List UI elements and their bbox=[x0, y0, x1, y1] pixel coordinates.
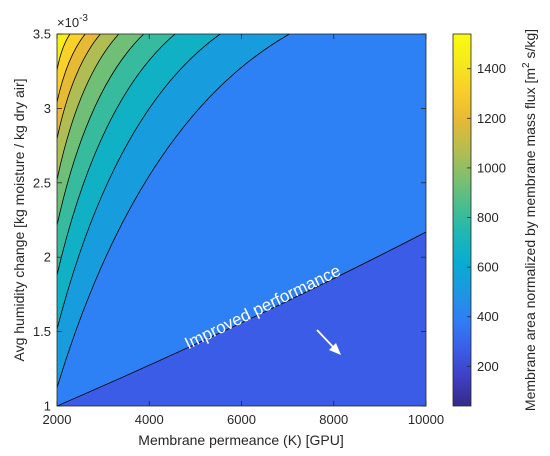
colorbar-tick-label: 1400 bbox=[477, 61, 506, 76]
contour-region bbox=[57, 34, 426, 406]
y-tick-label: 2 bbox=[44, 250, 51, 265]
colorbar bbox=[452, 33, 472, 407]
contour-line bbox=[57, 34, 101, 139]
y-tick-label: 2.5 bbox=[33, 175, 51, 190]
contour-lines bbox=[57, 34, 426, 406]
contour-line bbox=[57, 34, 290, 388]
colorbar-tick-label: 1000 bbox=[477, 160, 506, 175]
colorbar-tick-label: 400 bbox=[477, 309, 499, 324]
annotation-arrow-head bbox=[329, 343, 341, 355]
colorbar-tick-label: 1200 bbox=[477, 111, 506, 126]
contour-line bbox=[57, 34, 71, 71]
x-axis-label: Membrane permeance (K) [GPU] bbox=[138, 432, 343, 448]
y-tick-label: 1 bbox=[44, 399, 51, 414]
contour-line bbox=[57, 34, 221, 330]
contour-line bbox=[57, 34, 144, 226]
x-tick-label: 2000 bbox=[43, 412, 72, 427]
contour-line bbox=[57, 34, 120, 180]
y-axis-ticks: 1 1.5 2 2.5 3 3.5 bbox=[33, 27, 426, 414]
contour-fill bbox=[57, 34, 426, 406]
colorbar-tick-label: 200 bbox=[477, 359, 499, 374]
y-axis-label: Avg humidity change [kg moisture / kg dr… bbox=[11, 79, 27, 362]
x-tick-label: 4000 bbox=[135, 412, 164, 427]
contour-line bbox=[57, 34, 86, 103]
x-axis-ticks: 2000 4000 6000 8000 10000 bbox=[43, 34, 444, 427]
y-tick-label: 1.5 bbox=[33, 324, 51, 339]
contour-line bbox=[57, 34, 176, 276]
annotation-arrow bbox=[316, 329, 341, 355]
y-tick-label: 3.5 bbox=[33, 27, 51, 42]
x-tick-label: 8000 bbox=[319, 412, 348, 427]
colorbar-ticks: 200 400 600 800 1000 1200 1400 bbox=[467, 61, 506, 374]
y-axis-multiplier: ×10-3 bbox=[57, 13, 88, 30]
colorbar-tick-label: 800 bbox=[477, 210, 499, 225]
contour-line bbox=[57, 231, 426, 406]
x-tick-label: 6000 bbox=[227, 412, 256, 427]
colorbar-label: Membrane area normalized by membrane mas… bbox=[521, 29, 538, 411]
y-tick-label: 3 bbox=[44, 101, 51, 116]
colorbar-tick-label: 600 bbox=[477, 260, 499, 275]
x-tick-label: 10000 bbox=[408, 412, 444, 427]
